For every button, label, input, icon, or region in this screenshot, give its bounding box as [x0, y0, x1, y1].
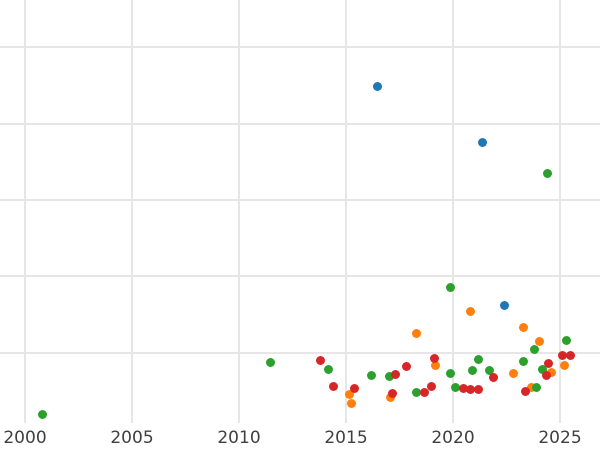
data-point-series-orange	[412, 328, 422, 338]
data-point-series-red	[543, 358, 553, 368]
data-point-series-green	[265, 357, 275, 367]
data-point-series-orange	[465, 306, 475, 316]
data-point-series-green	[446, 282, 456, 292]
horizontal-gridline	[0, 199, 600, 201]
data-point-series-green	[37, 409, 47, 419]
x-tick-label: 2025	[538, 428, 582, 448]
data-point-series-orange	[546, 367, 556, 377]
plot-area	[0, 0, 600, 423]
data-point-series-red	[387, 388, 397, 398]
data-point-series-red	[557, 350, 567, 360]
data-point-series-orange	[431, 360, 441, 370]
data-point-series-blue	[499, 300, 509, 310]
data-point-series-red	[402, 361, 412, 371]
data-point-series-green	[467, 365, 477, 375]
data-point-series-red	[419, 387, 429, 397]
data-point-series-red	[350, 383, 360, 393]
data-point-series-green	[531, 382, 541, 392]
data-point-series-orange	[346, 398, 356, 408]
data-point-series-red	[541, 370, 551, 380]
data-point-series-green	[538, 364, 548, 374]
horizontal-gridline	[0, 275, 600, 277]
horizontal-gridline	[0, 123, 600, 125]
x-axis: 2000 2005 2010 2015 2020 2025	[0, 423, 600, 450]
vertical-gridline	[345, 0, 347, 423]
data-point-series-green	[519, 356, 529, 366]
data-point-series-red	[459, 383, 469, 393]
data-point-series-orange	[535, 336, 545, 346]
x-tick-label: 2010	[217, 428, 261, 448]
x-tick-label: 2000	[3, 428, 47, 448]
data-point-series-orange	[559, 360, 569, 370]
vertical-gridline	[238, 0, 240, 423]
data-point-series-red	[521, 386, 531, 396]
data-point-series-green	[412, 387, 422, 397]
data-point-series-red	[390, 369, 400, 379]
data-point-series-green	[450, 382, 460, 392]
data-point-series-green	[474, 354, 484, 364]
data-point-series-blue	[478, 137, 488, 147]
x-tick-label: 2015	[324, 428, 368, 448]
data-point-series-green	[561, 335, 571, 345]
data-point-series-orange	[526, 382, 536, 392]
data-point-series-green	[542, 168, 552, 178]
data-point-series-orange	[519, 322, 529, 332]
vertical-gridline	[24, 0, 26, 423]
data-point-series-green	[385, 371, 395, 381]
x-tick-label: 2020	[431, 428, 475, 448]
data-point-series-red	[430, 353, 440, 363]
data-point-series-green	[529, 344, 539, 354]
data-point-series-red	[566, 350, 576, 360]
data-point-series-orange	[509, 368, 519, 378]
data-point-series-green	[446, 368, 456, 378]
vertical-gridline	[452, 0, 454, 423]
data-point-series-green	[484, 365, 494, 375]
data-point-series-green	[324, 364, 334, 374]
vertical-gridline	[131, 0, 133, 423]
vertical-gridline	[559, 0, 561, 423]
data-point-series-orange	[344, 389, 354, 399]
data-point-series-red	[489, 372, 499, 382]
data-point-series-red	[315, 355, 325, 365]
horizontal-gridline	[0, 352, 600, 354]
x-tick-label: 2005	[110, 428, 154, 448]
data-point-series-red	[465, 384, 475, 394]
data-point-series-green	[367, 370, 377, 380]
data-point-series-red	[474, 384, 484, 394]
horizontal-gridline	[0, 46, 600, 48]
data-point-series-blue	[372, 81, 382, 91]
data-point-series-red	[427, 381, 437, 391]
data-point-series-red	[328, 381, 338, 391]
